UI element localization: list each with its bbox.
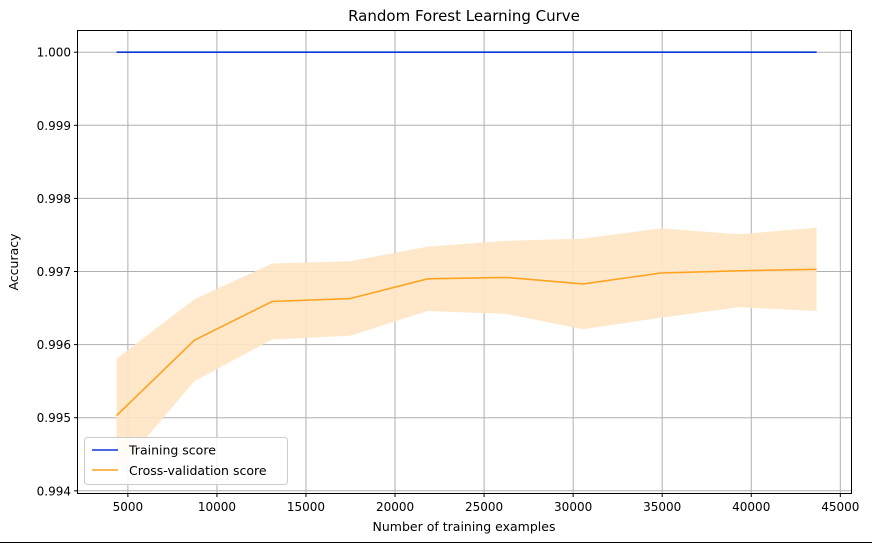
x-tick-label: 25000 (465, 500, 503, 514)
y-tick-label: 0.996 (37, 338, 71, 352)
chart-title: Random Forest Learning Curve (348, 7, 580, 25)
axis-ticks: 5000 10000 15000 20000 25000 30000 35000 40000 4… (37, 46, 860, 514)
x-tick-label: 30000 (554, 500, 592, 514)
cross-validation-band (116, 227, 817, 473)
y-tick-label: 1.000 (37, 46, 71, 60)
y-axis-label: Accuracy (6, 233, 21, 291)
bottom-rule (0, 542, 872, 543)
y-tick-label: 0.997 (37, 265, 71, 279)
y-tick-label: 0.999 (37, 119, 71, 133)
x-tick-label: 20000 (376, 500, 414, 514)
confidence-bands (116, 227, 817, 473)
legend: Training score Cross-validation score (84, 437, 288, 485)
y-tick-label: 0.998 (37, 192, 71, 206)
cross-validation-score-line (116, 268, 817, 417)
legend-label-training: Training score (128, 443, 216, 458)
y-tick-label: 0.995 (37, 411, 71, 425)
y-tick-label: 0.994 (37, 484, 71, 498)
x-tick-label: 15000 (287, 500, 325, 514)
legend-label-cross-validation: Cross-validation score (129, 463, 267, 478)
x-tick-label: 35000 (643, 500, 681, 514)
legend-box (84, 437, 288, 485)
x-tick-label: 5000 (113, 500, 144, 514)
x-tick-label: 45000 (821, 500, 859, 514)
plot-frame (77, 30, 852, 494)
x-tick-label: 40000 (732, 500, 770, 514)
series-lines (116, 51, 817, 417)
x-axis-label: Number of training examples (373, 519, 556, 534)
x-tick-label: 10000 (198, 500, 236, 514)
